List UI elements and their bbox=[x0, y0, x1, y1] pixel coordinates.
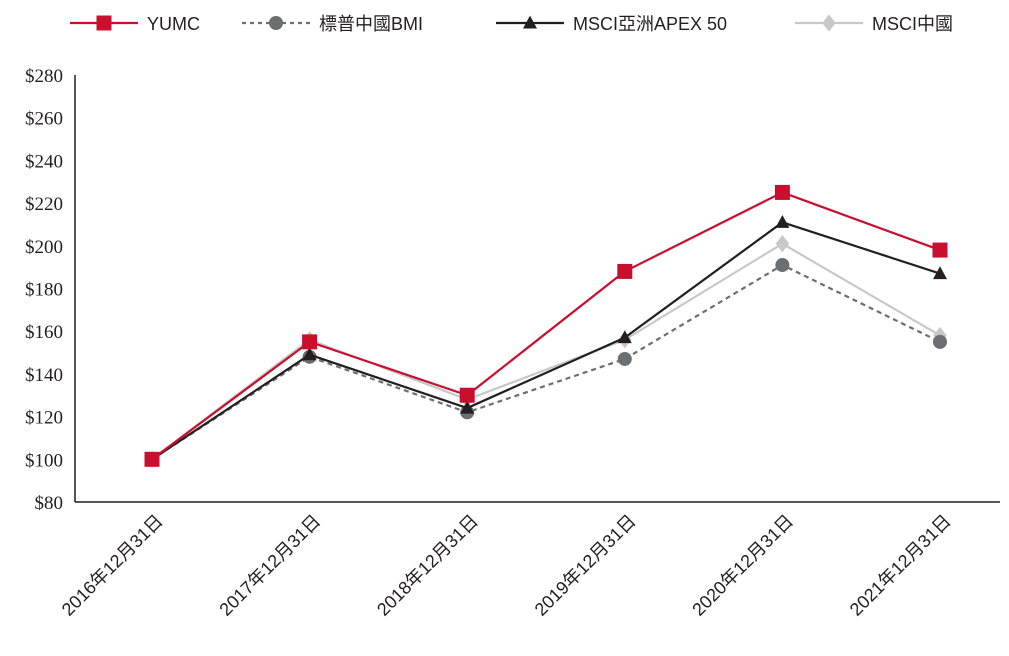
data-point bbox=[933, 334, 947, 349]
legend-marker bbox=[96, 15, 112, 31]
legend-item: MSCI中國 bbox=[795, 14, 953, 34]
x-tick-label: 2019年12月31日 bbox=[531, 511, 640, 620]
legend-marker bbox=[822, 14, 836, 32]
series-line bbox=[151, 263, 941, 461]
data-point bbox=[617, 330, 632, 344]
series-1 bbox=[145, 258, 947, 467]
data-point bbox=[617, 351, 632, 366]
data-point bbox=[460, 400, 475, 414]
data-point bbox=[302, 347, 317, 361]
y-tick-label: $220 bbox=[25, 194, 63, 215]
y-tick-label: $240 bbox=[25, 151, 63, 172]
series-line bbox=[151, 242, 941, 461]
y-tick-label: $200 bbox=[25, 237, 63, 258]
data-point bbox=[617, 263, 633, 279]
y-tick-label: $120 bbox=[25, 408, 63, 429]
legend-item: 標普中國BMI bbox=[242, 14, 423, 34]
legend-label: MSCI中國 bbox=[872, 14, 953, 34]
y-tick-label: $180 bbox=[25, 280, 63, 301]
legend-item: YUMC bbox=[70, 14, 200, 34]
data-point bbox=[774, 184, 790, 200]
x-tick-labels: 2016年12月31日 2017年12月31日 2018年12月31日 2019年12… bbox=[58, 511, 955, 620]
data-point bbox=[775, 258, 790, 273]
data-point bbox=[302, 334, 318, 350]
series-0 bbox=[144, 184, 948, 467]
x-tick-label: 2016年12月31日 bbox=[58, 511, 167, 620]
series-layer bbox=[144, 184, 948, 468]
legend-marker bbox=[269, 16, 283, 30]
legend-label: MSCI亞洲APEX 50 bbox=[573, 14, 727, 34]
series-line bbox=[151, 191, 941, 461]
legend-label: YUMC bbox=[147, 14, 200, 34]
y-tick-labels: $80 $100 $120 $140 $160 $180 $200 $220 $240 $260 $… bbox=[25, 66, 63, 514]
data-point bbox=[932, 242, 948, 258]
x-tick-label: 2017年12月31日 bbox=[215, 511, 324, 620]
x-tick-label: 2020年12月31日 bbox=[688, 511, 797, 620]
chart-axes bbox=[74, 75, 1000, 503]
chart-legend: YUMC 標普中國BMI MSCI亞洲APEX 50 MSCI中國 bbox=[70, 14, 953, 34]
y-tick-label: $140 bbox=[25, 365, 63, 386]
data-point bbox=[775, 214, 790, 228]
series-3 bbox=[145, 235, 947, 468]
data-point bbox=[459, 387, 475, 403]
data-point bbox=[144, 451, 160, 467]
legend-item: MSCI亞洲APEX 50 bbox=[496, 14, 727, 34]
y-tick-label: $80 bbox=[35, 493, 64, 514]
legend-marker bbox=[523, 15, 537, 29]
y-tick-label: $260 bbox=[25, 109, 63, 130]
legend-label: 標普中國BMI bbox=[319, 14, 423, 34]
x-tick-label: 2018年12月31日 bbox=[373, 511, 482, 620]
data-point bbox=[933, 266, 947, 280]
x-tick-label: 2021年12月31日 bbox=[846, 511, 955, 620]
data-point bbox=[775, 235, 790, 253]
y-tick-label: $160 bbox=[25, 322, 63, 343]
series-line bbox=[151, 221, 941, 461]
y-tick-label: $280 bbox=[25, 66, 63, 87]
series-2 bbox=[145, 214, 947, 465]
y-tick-label: $100 bbox=[25, 450, 63, 471]
